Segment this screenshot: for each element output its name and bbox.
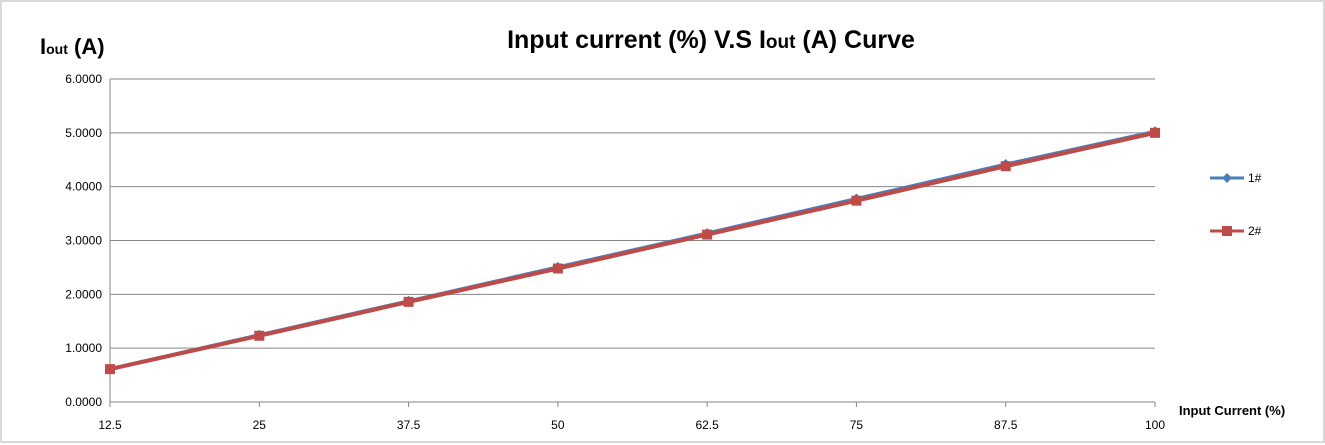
legend: 1# 2# [1210,171,1262,238]
data-point [851,195,862,206]
legend-marker [1222,226,1232,236]
legend-marker [1222,173,1232,183]
y-axis-label: Iout (A) [40,34,105,59]
axes: 0.0000 1.0000 2.0000 3.0000 4.0000 5.0000 6.00… [65,72,1165,432]
plot-series [105,126,1160,375]
x-axis-label: Input Current (%) [1179,403,1285,418]
y-tick-label: 0.0000 [65,395,102,409]
data-point [254,330,265,341]
y-tick-label: 3.0000 [65,234,102,248]
data-point [105,364,115,375]
gridlines [110,78,1155,349]
x-tick-label: 62.5 [695,418,719,432]
y-tick-label: 1.0000 [65,341,102,355]
y-tick-label: 5.0000 [65,126,102,140]
series-line-2 [109,130,1156,372]
x-tick-label: 50 [551,418,565,432]
y-tick-label: 4.0000 [65,180,102,194]
data-point [552,263,563,274]
x-tick-label: 37.5 [397,418,421,432]
x-tick-label: 100 [1145,418,1165,432]
x-tick-label: 75 [850,418,864,432]
x-tick-label: 87.5 [994,418,1018,432]
data-point [1000,161,1011,172]
x-tick-label: 25 [253,418,267,432]
legend-label: 1# [1248,171,1262,185]
data-point [1150,127,1160,138]
y-tick-label: 2.0000 [65,287,102,301]
chart-title: Input current (%) V.S Iout (A) Curve [507,26,915,54]
data-point [403,296,414,307]
legend-label: 2# [1248,224,1262,238]
x-tick-label: 12.5 [98,418,122,432]
data-point [702,229,713,240]
y-tick-label: 6.0000 [65,72,102,86]
